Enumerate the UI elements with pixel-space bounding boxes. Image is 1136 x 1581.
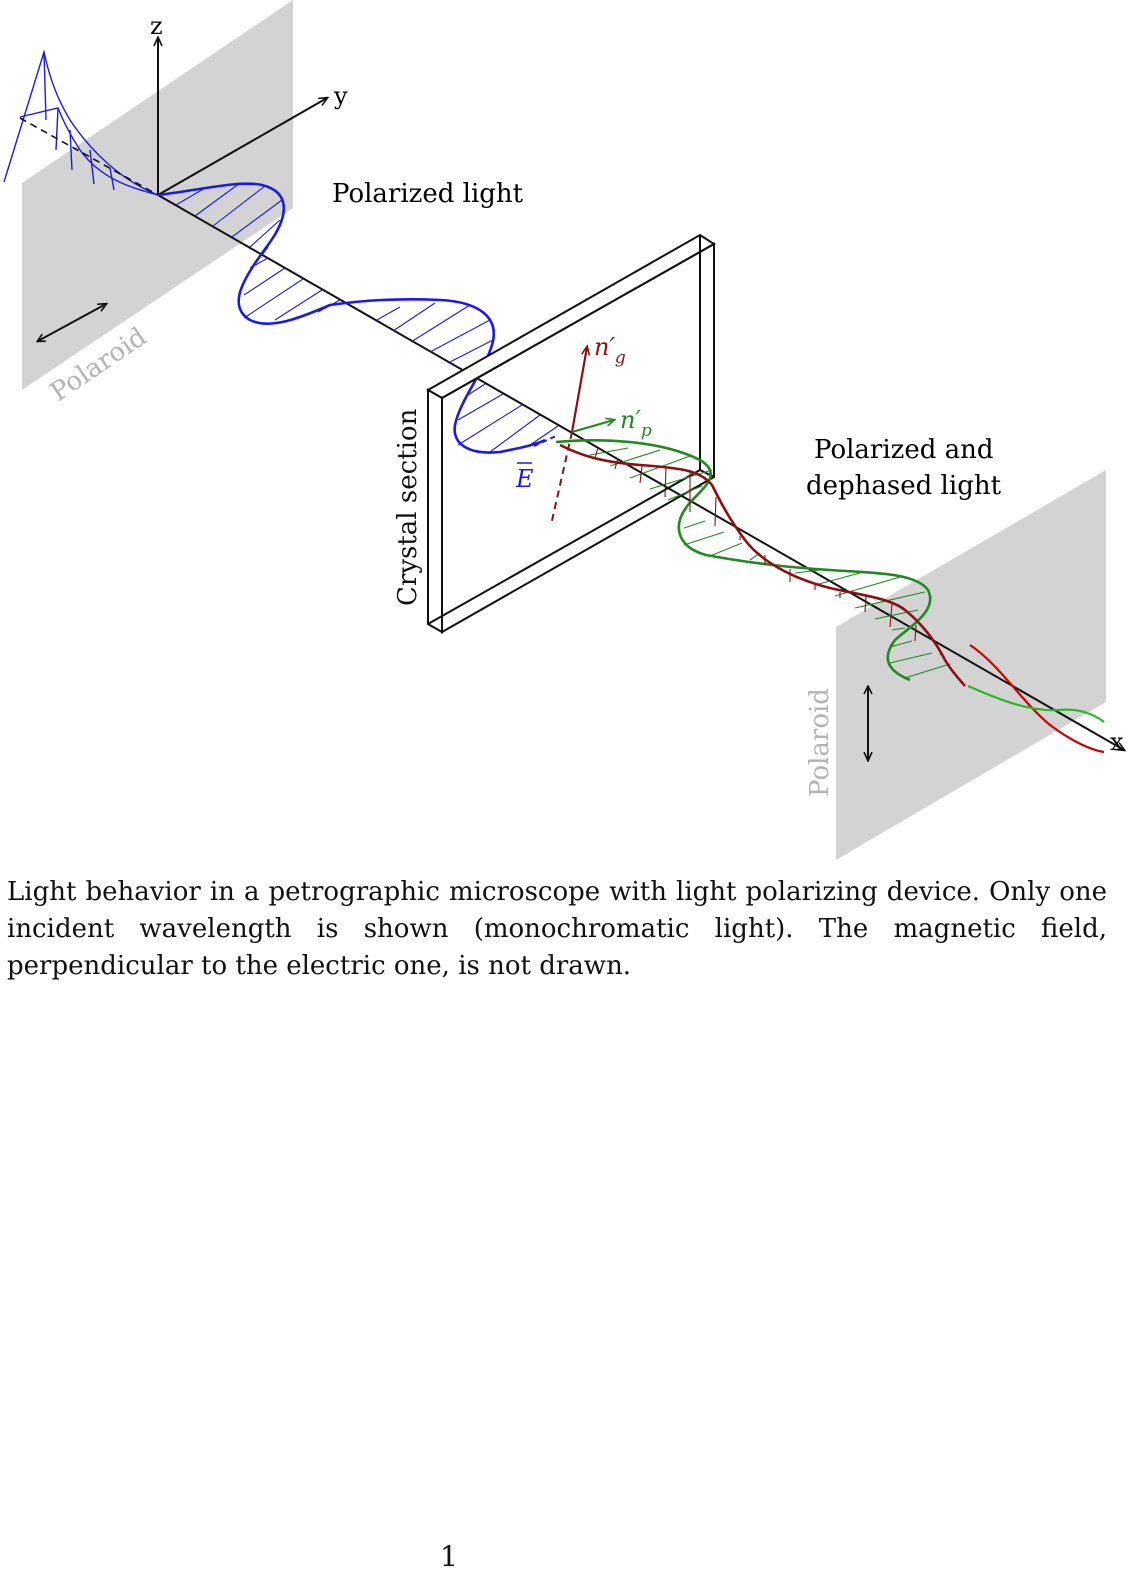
figure-caption: Light behavior in a petrographic microsc… — [7, 877, 1107, 981]
ordinary-wave-green — [555, 439, 951, 682]
ng-label: n′g — [594, 333, 626, 368]
extraordinary-wave-red — [559, 443, 966, 687]
y-axis — [157, 98, 327, 196]
e-field-label: E — [515, 465, 534, 493]
incident-wave — [3, 49, 159, 196]
e-field-dashed — [533, 435, 557, 447]
crystal-section — [425, 233, 716, 634]
np-axis — [571, 420, 614, 434]
ng-axis — [570, 347, 587, 433]
y-axis-label: y — [333, 82, 348, 110]
emerging-red-wave — [969, 644, 1105, 754]
polaroid-left-axis-arrow — [38, 304, 106, 341]
z-axis-label: z — [150, 12, 163, 40]
polarized-dephased-label-line1: Polarized and — [814, 435, 994, 465]
polarized-light-label: Polarized light — [332, 179, 524, 209]
page-number: 1 — [440, 1540, 458, 1573]
polarization-diagram: Polaroid Polaroid z y x — [3, 0, 1136, 860]
np-label: n′p — [620, 406, 652, 441]
x-axis-label: x — [1110, 728, 1124, 756]
polaroid-right — [836, 470, 1106, 860]
crystal-section-label: Crystal section — [393, 408, 423, 606]
emerging-green-wave — [967, 684, 1105, 723]
polaroid-right-label: Polaroid — [805, 688, 835, 797]
ng-axis-dashed — [550, 431, 573, 526]
polarized-wave — [157, 182, 559, 454]
polarized-dephased-label-line2: dephased light — [806, 471, 1002, 501]
